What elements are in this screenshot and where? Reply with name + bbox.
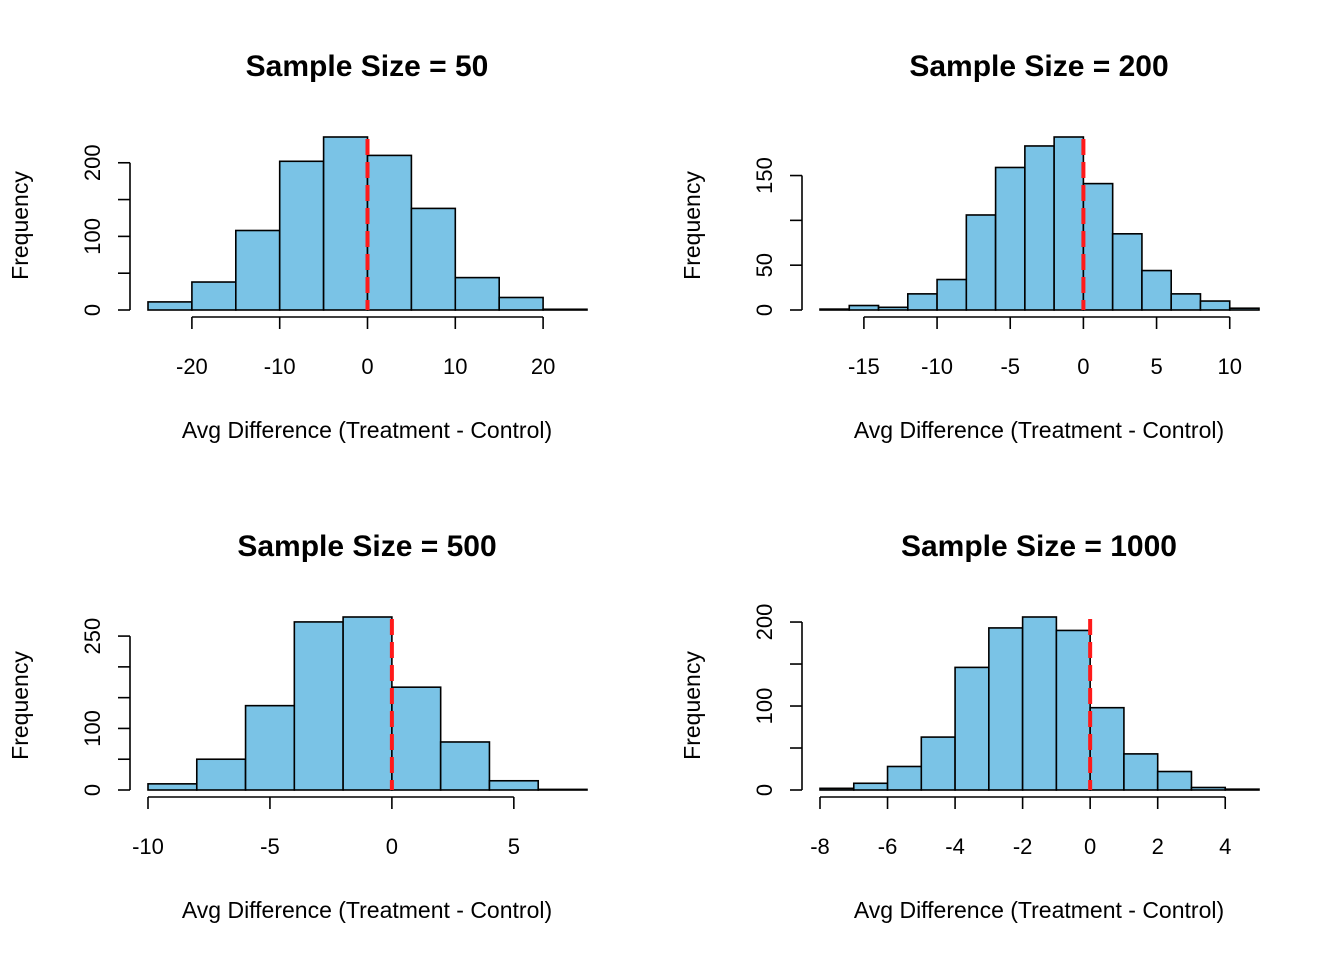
histogram-bar	[1053, 136, 1085, 311]
histogram-bar	[965, 214, 997, 311]
chart-title: Sample Size = 1000	[901, 530, 1177, 563]
histogram-bar	[1228, 307, 1260, 311]
histogram-bar	[342, 616, 393, 791]
y-axis-title: Frequency	[679, 171, 705, 280]
histogram-bar	[819, 308, 851, 311]
y-tick-label: 100	[80, 710, 105, 747]
histogram-bar	[848, 304, 880, 311]
histogram-bar	[994, 166, 1026, 311]
histogram-bar	[852, 782, 889, 791]
histogram-bar	[1224, 788, 1260, 791]
y-tick-label: 200	[80, 144, 105, 181]
y-axis-title: Frequency	[7, 651, 33, 760]
y-tick-label: 50	[752, 253, 777, 277]
histogram-bar	[906, 293, 938, 311]
histogram-bar	[147, 783, 198, 791]
histogram-bar	[410, 207, 457, 311]
histogram-bar	[920, 736, 956, 791]
x-axis-title: Avg Difference (Treatment - Control)	[182, 897, 552, 923]
histogram-bar	[195, 758, 247, 791]
histogram-bar	[191, 281, 237, 311]
histogram-bar	[391, 686, 442, 791]
x-axis-title: Avg Difference (Treatment - Control)	[854, 417, 1224, 443]
x-axis-title: Avg Difference (Treatment - Control)	[182, 417, 552, 443]
x-tick-label: 5	[1150, 354, 1162, 379]
chart-title: Sample Size = 500	[237, 530, 496, 563]
x-tick-label: -6	[878, 834, 898, 859]
histogram-bar	[1170, 293, 1202, 311]
histogram-bar	[1055, 629, 1091, 791]
histogram-bar	[936, 278, 968, 311]
x-tick-label: 20	[531, 354, 555, 379]
histogram-bar	[988, 627, 1024, 791]
x-tick-label: -10	[264, 354, 296, 379]
y-tick-label: 0	[752, 784, 777, 796]
histogram-bar	[488, 779, 540, 791]
chart-title: Sample Size = 200	[909, 50, 1168, 83]
x-tick-label: 0	[361, 354, 373, 379]
x-tick-label: 5	[508, 834, 520, 859]
histogram-bar	[293, 621, 344, 791]
histogram-bar	[439, 741, 491, 791]
y-tick-label: 100	[80, 218, 105, 255]
histogram-bar	[322, 136, 369, 311]
histogram-bar	[498, 296, 544, 311]
histogram-bar	[454, 276, 500, 311]
histogram-bar	[1021, 616, 1058, 791]
histogram-bar	[1199, 300, 1231, 311]
y-tick-label: 100	[752, 688, 777, 725]
x-tick-label: -5	[1000, 354, 1020, 379]
y-tick-label: 250	[80, 618, 105, 655]
y-tick-label: 0	[80, 784, 105, 796]
y-axis-title: Frequency	[7, 171, 33, 280]
histogram-bar	[1141, 269, 1173, 311]
histogram-bar	[1123, 753, 1159, 791]
histogram-bar	[1082, 182, 1114, 311]
histogram-bar	[954, 666, 990, 791]
histogram-bar	[147, 301, 193, 311]
histogram-bar	[244, 704, 296, 791]
x-axis-title: Avg Difference (Treatment - Control)	[854, 897, 1224, 923]
x-tick-label: -8	[810, 834, 830, 859]
x-tick-label: 0	[1077, 354, 1089, 379]
x-tick-label: -10	[132, 834, 164, 859]
x-tick-label: -5	[260, 834, 280, 859]
x-tick-label: 10	[443, 354, 467, 379]
x-tick-label: 4	[1219, 834, 1231, 859]
x-tick-label: -15	[848, 354, 880, 379]
histogram-bar	[1089, 706, 1125, 791]
histogram-bar	[877, 306, 909, 311]
y-tick-label: 0	[80, 304, 105, 316]
x-tick-label: -2	[1013, 834, 1033, 859]
histogram-bar	[1111, 233, 1143, 311]
x-tick-label: 0	[1084, 834, 1096, 859]
x-tick-label: 2	[1152, 834, 1164, 859]
histogram-bar	[278, 160, 325, 311]
histogram-bar	[235, 229, 281, 311]
x-tick-label: -4	[945, 834, 965, 859]
y-axis-title: Frequency	[679, 651, 705, 760]
histogram-bar	[1024, 145, 1055, 311]
x-tick-label: 10	[1217, 354, 1241, 379]
histogram-bar	[366, 154, 413, 311]
x-tick-label: 0	[386, 834, 398, 859]
y-tick-label: 0	[752, 304, 777, 316]
histogram-bar	[886, 765, 923, 791]
histogram-bar	[1156, 770, 1193, 791]
chart-title: Sample Size = 50	[246, 50, 489, 83]
y-tick-label: 200	[752, 604, 777, 641]
x-tick-label: -10	[921, 354, 953, 379]
histogram-bar	[537, 788, 588, 791]
y-tick-label: 150	[752, 157, 777, 194]
x-tick-label: -20	[176, 354, 208, 379]
histogram-bar	[542, 308, 588, 311]
histogram-bar	[1190, 786, 1227, 791]
histogram-bar	[819, 787, 855, 791]
